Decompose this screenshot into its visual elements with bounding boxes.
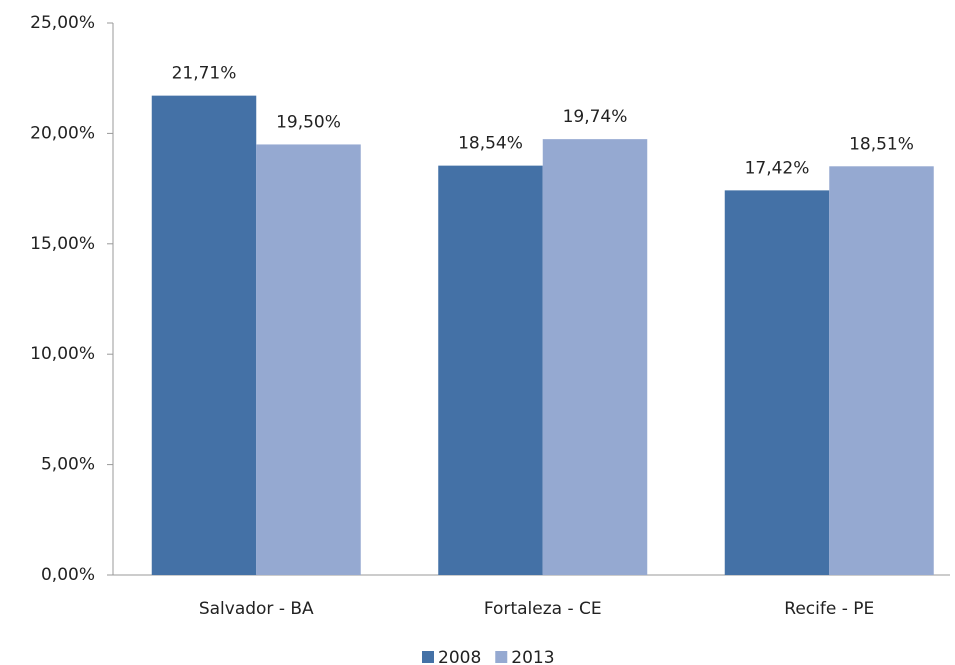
y-tick-label: 20,00% (30, 123, 95, 143)
y-tick-label: 15,00% (30, 234, 95, 254)
legend-swatch (495, 651, 508, 663)
value-label: 18,54% (458, 134, 523, 154)
bar (724, 190, 830, 575)
value-label: 21,71% (172, 64, 237, 84)
legend-swatch (422, 651, 434, 663)
legend-label: 2008 (438, 648, 481, 665)
value-label: 19,74% (563, 107, 628, 127)
bar (829, 166, 934, 575)
y-tick-label: 10,00% (30, 344, 95, 364)
bar (438, 165, 543, 576)
value-label: 18,51% (849, 134, 914, 154)
x-tick-label: Fortaleza - CE (484, 599, 602, 619)
bar (542, 139, 648, 575)
legend-label: 2013 (511, 648, 554, 665)
x-tick-label: Salvador - BA (199, 599, 314, 619)
value-label: 19,50% (276, 112, 341, 132)
y-tick-label: 5,00% (41, 455, 95, 475)
y-tick-label: 0,00% (41, 565, 95, 585)
bar (256, 144, 361, 575)
bar (151, 95, 257, 576)
x-tick-label: Recife - PE (784, 599, 874, 619)
y-tick-label: 25,00% (30, 13, 95, 33)
value-label: 17,42% (745, 158, 810, 178)
